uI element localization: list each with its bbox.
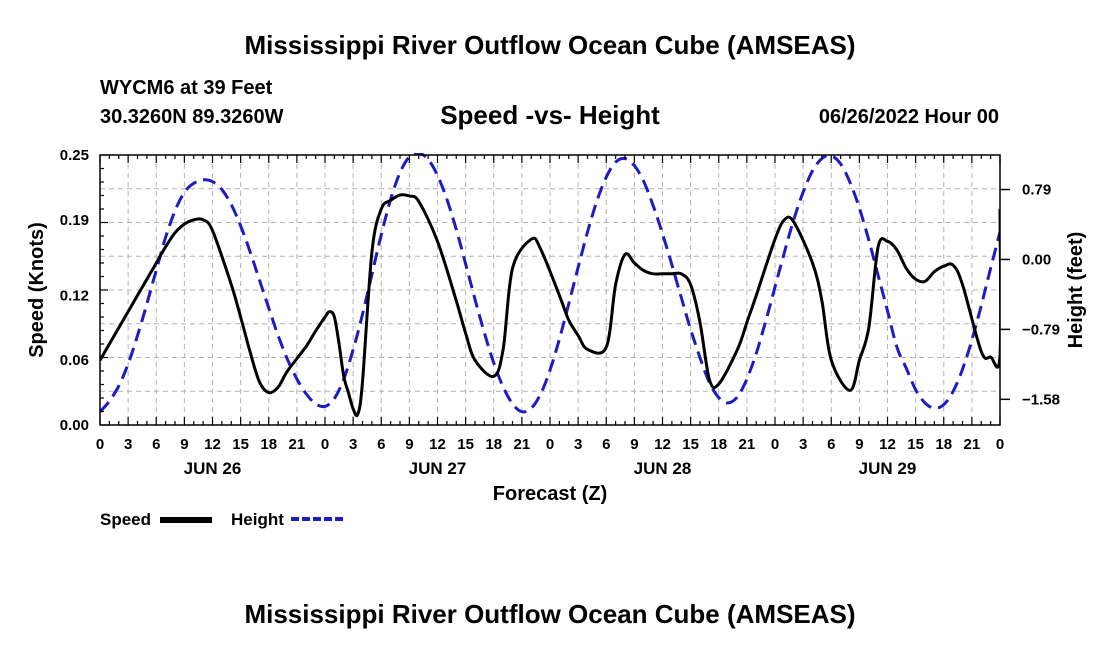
x-tick-label: 3: [124, 436, 132, 453]
x-tick-label: 15: [232, 436, 249, 453]
station-label: WYCM6 at 39 Feet: [100, 77, 273, 99]
y-tick-label: 0.12: [60, 287, 89, 304]
grid-layer: [100, 155, 1000, 425]
y2-tick-label: 0.79: [1022, 182, 1051, 199]
y2-axis-title: Height (feet): [1065, 232, 1087, 349]
x-tick-label: 0: [996, 436, 1004, 453]
x-axis-title: Forecast (Z): [493, 483, 607, 505]
x-tick-label: 9: [180, 436, 188, 453]
date-label: JUN 27: [409, 459, 467, 478]
label-layer: 0 3 6 9 12 15 18 21 0 3 6 9 12 15 18 21 0 3 6 9 12 15 18 21 0 3 6 9…: [60, 147, 1060, 478]
y-axis-title: Speed (Knots): [26, 222, 48, 358]
x-tick-label: 21: [514, 436, 531, 453]
y-tick-label: 0.00: [60, 417, 89, 434]
chart-main-title: Mississippi River Outflow Ocean Cube (AM…: [244, 30, 856, 60]
y2-tick-label: −0.79: [1022, 321, 1060, 338]
forecast-datetime: 06/26/2022 Hour 00: [818, 106, 999, 128]
footer-title: Mississippi River Outflow Ocean Cube (AM…: [244, 599, 856, 629]
legend-speed-swatch: [160, 517, 212, 523]
x-tick-label: 15: [907, 436, 924, 453]
x-tick-label: 0: [321, 436, 329, 453]
x-tick-label: 9: [855, 436, 863, 453]
x-tick-label: 6: [602, 436, 610, 453]
x-tick-label: 12: [204, 436, 221, 453]
legend-height-swatch: [291, 517, 343, 521]
legend-height-label: Height: [231, 510, 284, 529]
y2-tick-label: 0.00: [1022, 251, 1051, 268]
x-tick-label: 12: [654, 436, 671, 453]
x-tick-label: 9: [630, 436, 638, 453]
x-tick-label: 3: [349, 436, 357, 453]
chart-subtitle: Speed -vs- Height: [440, 100, 660, 130]
speed-series-line: [100, 193, 1000, 418]
series-layer: [100, 153, 1000, 418]
x-tick-label: 15: [457, 436, 474, 453]
x-tick-label: 21: [289, 436, 306, 453]
x-tick-label: 9: [405, 436, 413, 453]
x-tick-label: 6: [152, 436, 160, 453]
x-tick-label: 12: [879, 436, 896, 453]
x-tick-label: 0: [96, 436, 104, 453]
y2-tick-label: −1.58: [1022, 391, 1060, 408]
x-tick-label: 0: [771, 436, 779, 453]
x-tick-label: 21: [964, 436, 981, 453]
y-tick-label: 0.19: [60, 212, 89, 229]
x-tick-label: 18: [260, 436, 277, 453]
x-tick-label: 3: [574, 436, 582, 453]
x-tick-label: 6: [377, 436, 385, 453]
date-label: JUN 28: [634, 459, 692, 478]
x-tick-label: 0: [546, 436, 554, 453]
date-label: JUN 29: [859, 459, 917, 478]
x-tick-label: 18: [485, 436, 502, 453]
x-tick-label: 15: [682, 436, 699, 453]
x-tick-label: 12: [429, 436, 446, 453]
y-tick-label: 0.25: [60, 147, 89, 164]
station-coordinates: 30.3260N 89.3260W: [100, 106, 284, 128]
legend-speed-label: Speed: [100, 510, 152, 529]
x-tick-label: 18: [710, 436, 727, 453]
date-label: JUN 26: [184, 459, 242, 478]
frame-layer: [99, 154, 1010, 426]
x-tick-label: 3: [799, 436, 807, 453]
x-tick-label: 6: [827, 436, 835, 453]
x-tick-label: 21: [739, 436, 756, 453]
y-tick-label: 0.06: [60, 352, 89, 369]
height-series-line: [100, 153, 1000, 414]
x-tick-label: 18: [935, 436, 952, 453]
